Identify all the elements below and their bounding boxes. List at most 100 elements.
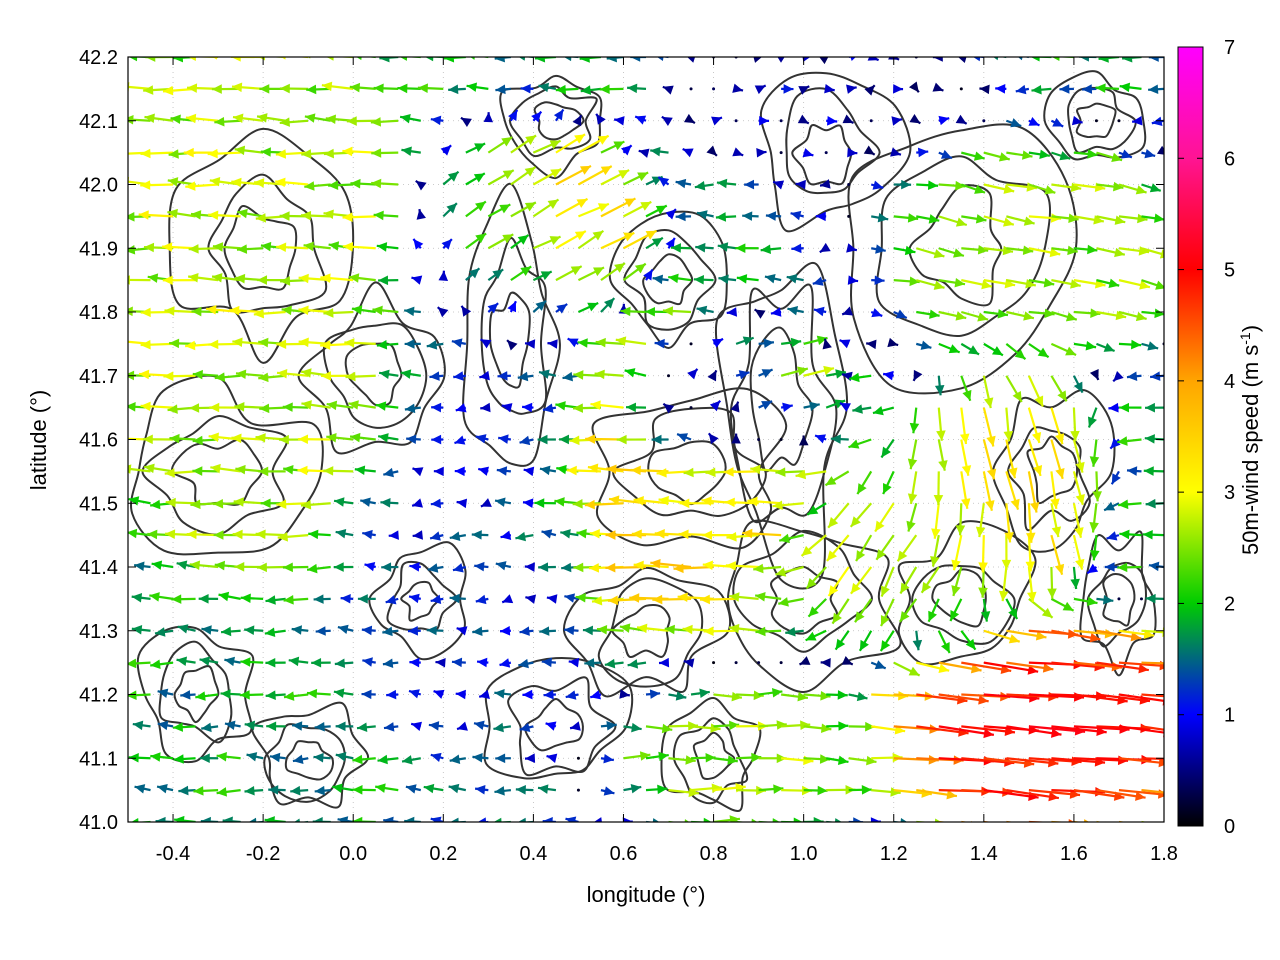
wind-vector-head (131, 593, 143, 603)
colorbar-tick-label: 0 (1224, 816, 1235, 838)
colorbar-tick-label: 1 (1224, 705, 1235, 727)
wind-vector-head (431, 402, 442, 413)
wind-vector-head (816, 335, 828, 345)
wind-vector-head (449, 593, 460, 604)
wind-vector-head (314, 722, 325, 732)
wind-vector-head (400, 113, 411, 124)
wind-vector-head (614, 116, 625, 126)
wind-vector-head (323, 466, 334, 476)
wind-vector-head (437, 307, 449, 318)
wind-vector-head (232, 113, 244, 124)
wind-vector-head (1135, 311, 1147, 322)
wind-vector-head (128, 245, 136, 255)
wind-vector-head (342, 242, 354, 252)
wind-vector-head (985, 500, 995, 511)
wind-vector-head (495, 84, 506, 95)
wind-vector-head (850, 582, 861, 594)
wind-vector-head (525, 594, 537, 604)
wind-vector-head (500, 626, 511, 636)
wind-vector-head (214, 560, 226, 571)
wind-vector (959, 87, 963, 91)
wind-vector-head (1050, 498, 1060, 509)
wind-vector-head (345, 371, 356, 382)
wind-vector-head (645, 230, 657, 240)
wind-vector-head (978, 587, 988, 598)
contour-line (897, 520, 1037, 666)
wind-vector-head (279, 83, 290, 94)
wind-vector-head (875, 520, 885, 532)
wind-vector-head (144, 113, 155, 124)
wind-vector-head (753, 690, 764, 701)
wind-vector-head (961, 498, 971, 509)
wind-vector-head (515, 531, 526, 542)
wind-vector-head (1111, 152, 1123, 162)
wind-vector-head (1151, 116, 1163, 126)
wind-vector (779, 438, 783, 441)
y-axis-label: latitude (°) (26, 390, 51, 491)
wind-vector-head (605, 562, 616, 573)
wind-vector-head (415, 180, 427, 191)
wind-vector-head (1142, 529, 1153, 540)
wind-vector-head (549, 140, 561, 150)
wind-vector-head (475, 233, 487, 244)
wind-vector-head (95, 404, 105, 414)
wind-vector-head (797, 691, 808, 702)
x-tick-label: 0.6 (610, 843, 638, 865)
wind-vector-head (236, 244, 248, 254)
wind-vector-head (1052, 117, 1064, 127)
wind-vector-head (542, 816, 553, 822)
wind-vector-head (276, 339, 287, 350)
wind-vector-head (955, 525, 966, 536)
wind-vector-head (208, 210, 219, 221)
wind-vector-head (875, 244, 886, 254)
wind-vector-head (411, 721, 422, 731)
wind-vector-head (893, 84, 904, 94)
contour-line (660, 696, 762, 813)
wind-vector-head (604, 658, 616, 669)
wind-vector-head (107, 467, 117, 477)
wind-vector-head (556, 304, 568, 314)
wind-vector-head (168, 149, 179, 159)
wind-vector-head (574, 231, 586, 241)
wind-vector-head (839, 339, 851, 349)
wind-vector-head (447, 171, 459, 182)
wind-vector-head (294, 818, 300, 822)
wind-vector-shaft (128, 85, 151, 90)
wind-vector-head (951, 585, 961, 596)
wind-vector-head (842, 114, 854, 124)
wind-vector-head (584, 499, 595, 510)
wind-vector-head (255, 433, 266, 443)
wind-vector-head (846, 243, 857, 253)
wind-vector-head (277, 368, 288, 379)
wind-vector-head (876, 548, 886, 560)
wind-vector-head (562, 371, 574, 382)
wind-vector-head (140, 148, 151, 159)
wind-vector-head (835, 638, 846, 650)
wind-vector-head (790, 210, 802, 221)
wind-vector-head (645, 306, 656, 317)
wind-vector-head (517, 371, 529, 382)
wind-vector-head (995, 822, 1005, 831)
wind-vector-head (429, 371, 440, 381)
wind-vector-head (543, 689, 554, 700)
wind-vector-head (575, 592, 586, 603)
wind-vector-head (729, 592, 740, 602)
wind-vector-head (335, 752, 347, 762)
wind-vector-head (968, 345, 980, 355)
wind-vector-head (150, 659, 161, 669)
wind-vector-head (1093, 215, 1104, 225)
wind-vector-head (258, 57, 266, 61)
wind-vector-head (859, 639, 869, 651)
wind-vector-head (279, 211, 290, 221)
wind-vector-head (428, 721, 440, 731)
wind-vector-head (540, 271, 552, 281)
wind-vector-head (1155, 280, 1164, 290)
wind-vector-head (101, 337, 111, 347)
x-axis-label: longitude (°) (587, 882, 706, 907)
wind-vector-shaft (1118, 820, 1127, 822)
wind-vector-head (921, 581, 932, 593)
wind-vector-head (881, 446, 891, 458)
wind-vector-head (375, 401, 387, 411)
wind-vector-head (1057, 390, 1067, 402)
wind-vector-head (625, 402, 637, 413)
